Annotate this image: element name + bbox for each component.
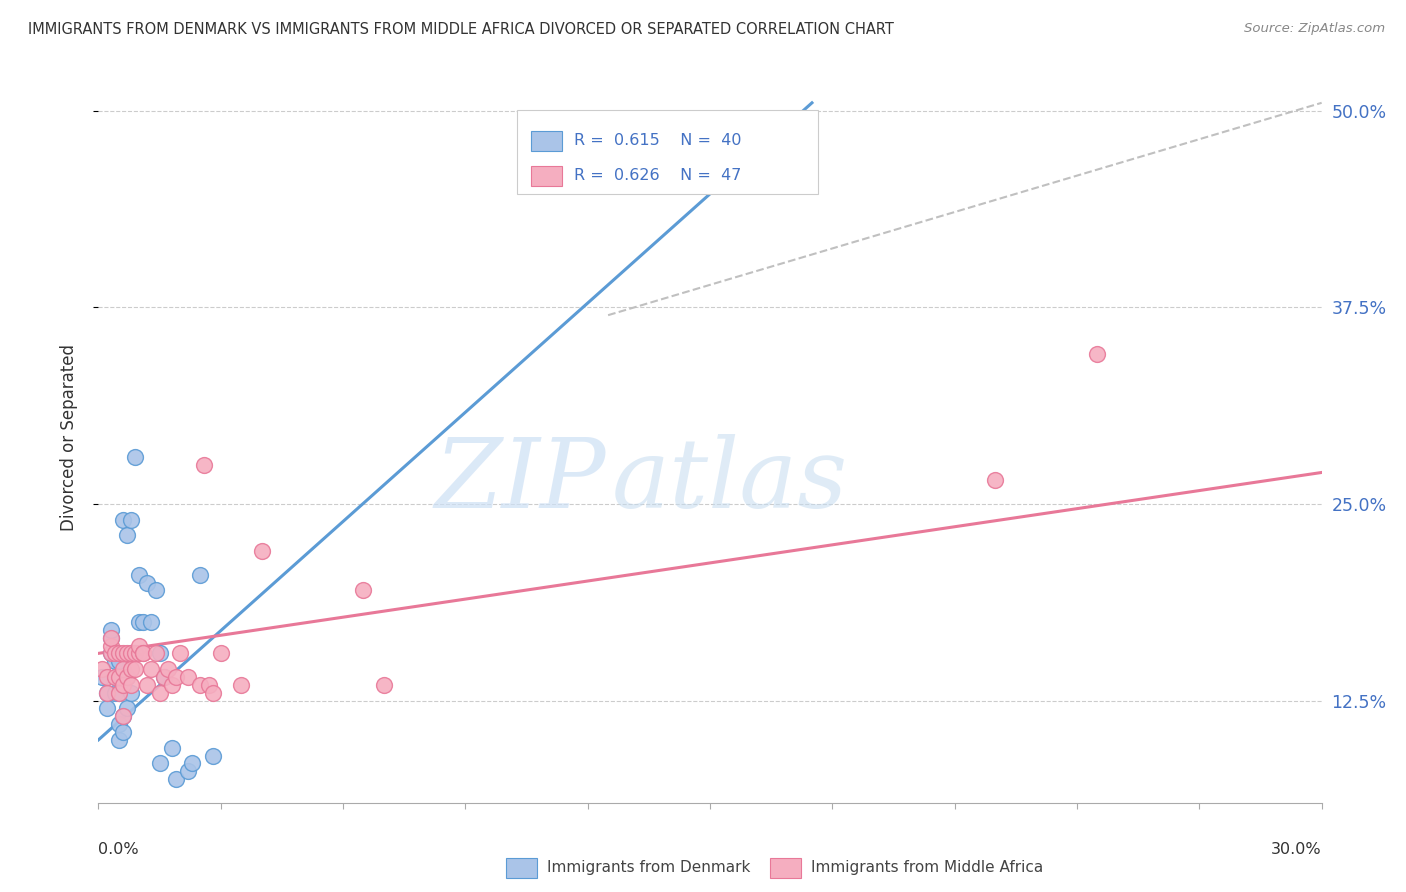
Point <box>145 646 167 660</box>
Point <box>160 678 183 692</box>
Point <box>177 670 200 684</box>
Point <box>115 646 138 660</box>
Point <box>197 678 219 692</box>
Point <box>124 646 146 660</box>
Point <box>96 670 118 684</box>
Point <box>108 654 131 668</box>
Text: Source: ZipAtlas.com: Source: ZipAtlas.com <box>1244 22 1385 36</box>
Point <box>165 772 187 787</box>
Point <box>111 646 134 660</box>
Point <box>100 646 122 660</box>
Point <box>201 686 224 700</box>
Point <box>373 678 395 692</box>
Point <box>108 686 131 700</box>
Point <box>124 646 146 660</box>
Point <box>100 631 122 645</box>
Text: Immigrants from Middle Africa: Immigrants from Middle Africa <box>811 860 1043 874</box>
Point <box>115 670 138 684</box>
Point <box>152 670 174 684</box>
Point <box>1085 347 1108 361</box>
Point <box>111 709 134 723</box>
Point <box>96 686 118 700</box>
Point <box>177 764 200 779</box>
Point <box>188 678 212 692</box>
Point <box>169 646 191 660</box>
Point <box>136 575 159 590</box>
Text: 0.0%: 0.0% <box>98 842 139 857</box>
Point <box>108 646 131 660</box>
Point <box>108 670 131 684</box>
Point <box>250 544 273 558</box>
Point <box>91 670 114 684</box>
Point <box>91 662 114 676</box>
Point <box>108 686 131 700</box>
Point <box>120 646 142 660</box>
Point <box>128 639 150 653</box>
Point <box>165 670 187 684</box>
Point <box>132 615 155 629</box>
Point <box>111 678 134 692</box>
Point <box>145 583 167 598</box>
Point <box>120 513 142 527</box>
Point <box>100 639 122 653</box>
Point <box>111 725 134 739</box>
Point <box>149 756 172 771</box>
Text: 30.0%: 30.0% <box>1271 842 1322 857</box>
Point <box>104 654 127 668</box>
Point <box>181 756 204 771</box>
Point <box>108 732 131 747</box>
Text: R =  0.615    N =  40: R = 0.615 N = 40 <box>574 134 741 148</box>
Point <box>124 662 146 676</box>
Point <box>96 701 118 715</box>
Point <box>96 686 118 700</box>
Point <box>115 670 138 684</box>
Point <box>352 583 374 598</box>
Point <box>111 709 134 723</box>
Point <box>100 631 122 645</box>
Point <box>149 686 172 700</box>
Point <box>115 701 138 715</box>
Point <box>104 686 127 700</box>
Point <box>120 662 142 676</box>
Point <box>149 646 172 660</box>
Point <box>152 670 174 684</box>
Point <box>104 670 127 684</box>
Point <box>132 646 155 660</box>
Point <box>188 567 212 582</box>
Point <box>100 646 122 660</box>
Point <box>193 458 215 472</box>
Point <box>132 646 155 660</box>
Text: atlas: atlas <box>612 434 848 528</box>
Point <box>100 623 122 637</box>
Point <box>141 615 163 629</box>
Y-axis label: Divorced or Separated: Divorced or Separated <box>59 343 77 531</box>
Point <box>120 646 142 660</box>
Point <box>231 678 253 692</box>
Text: R =  0.626    N =  47: R = 0.626 N = 47 <box>574 169 741 183</box>
Point <box>104 646 127 660</box>
Point <box>136 678 159 692</box>
Point <box>201 748 224 763</box>
Point <box>115 528 138 542</box>
Point <box>984 473 1007 487</box>
Point <box>209 646 232 660</box>
Point <box>120 678 142 692</box>
Text: Immigrants from Denmark: Immigrants from Denmark <box>547 860 751 874</box>
Text: ZIP: ZIP <box>434 434 606 528</box>
Point <box>160 740 183 755</box>
Point <box>124 450 146 464</box>
Point <box>108 717 131 731</box>
Point <box>128 567 150 582</box>
Point <box>141 662 163 676</box>
Point <box>752 174 775 188</box>
Point <box>128 615 150 629</box>
Point <box>120 686 142 700</box>
Point <box>111 513 134 527</box>
Point <box>156 662 179 676</box>
Point <box>128 646 150 660</box>
Point <box>104 670 127 684</box>
Point <box>111 662 134 676</box>
Text: IMMIGRANTS FROM DENMARK VS IMMIGRANTS FROM MIDDLE AFRICA DIVORCED OR SEPARATED C: IMMIGRANTS FROM DENMARK VS IMMIGRANTS FR… <box>28 22 894 37</box>
